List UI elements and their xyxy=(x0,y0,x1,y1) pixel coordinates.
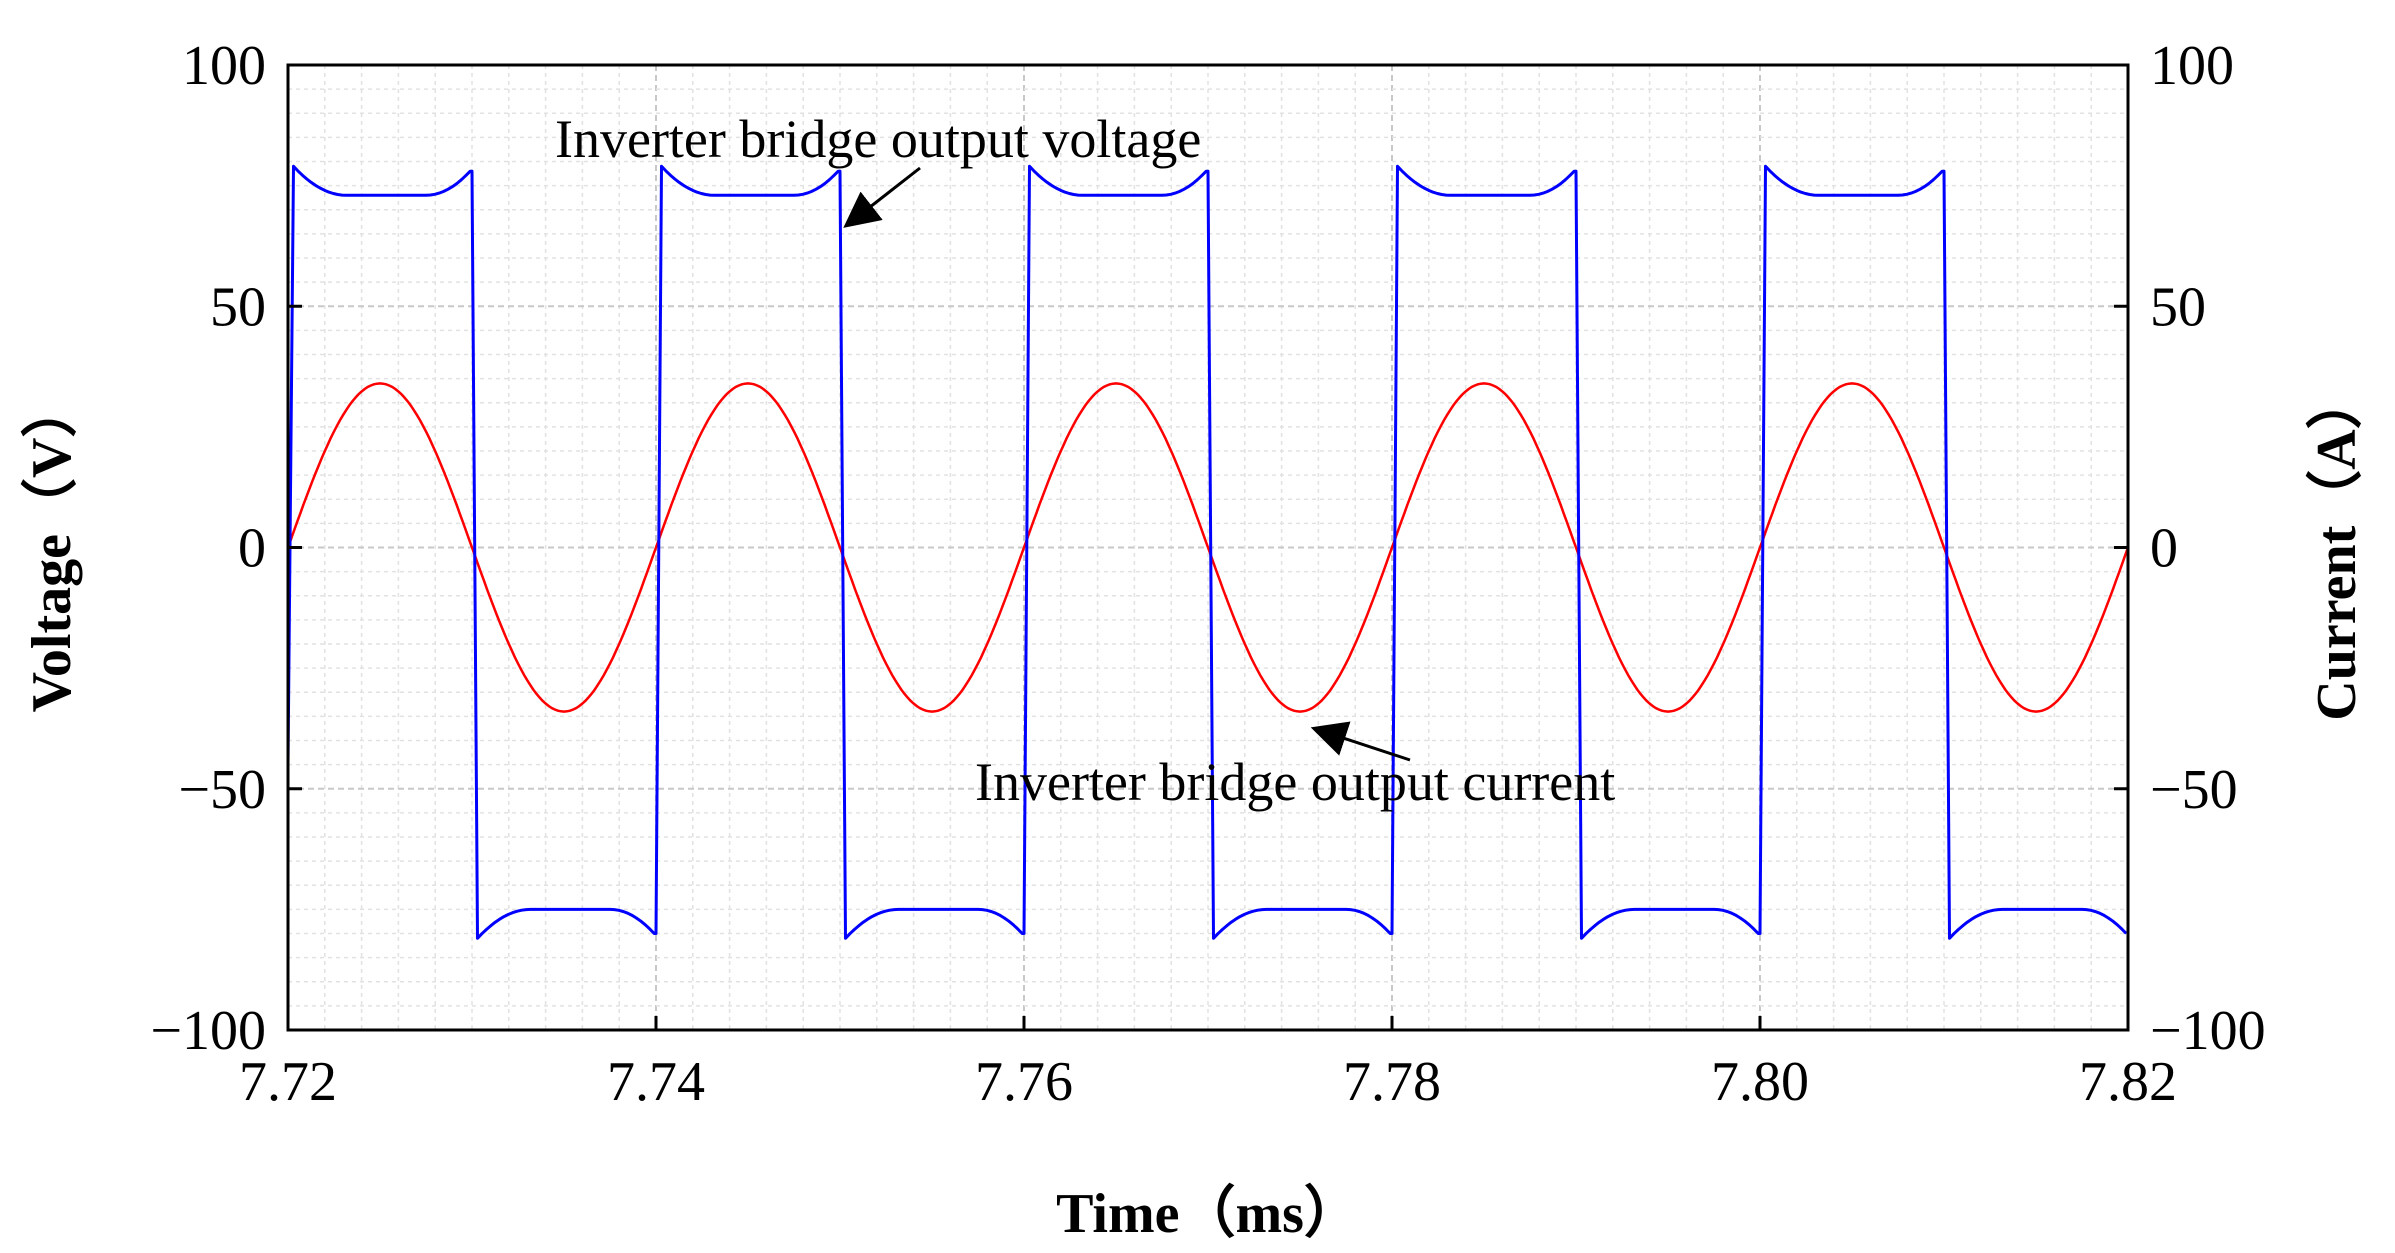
right-axis-title: Current（A） xyxy=(2305,373,2368,720)
left-axis-title: Voltage（V） xyxy=(20,382,83,713)
y-left-tick-label: −100 xyxy=(150,1000,266,1062)
ticks xyxy=(286,63,2130,1032)
x-tick-label: 7.78 xyxy=(1343,1051,1441,1113)
y-left-tick-label: 0 xyxy=(238,518,266,580)
y-left-tick-label: 100 xyxy=(182,35,266,97)
x-tick-label: 7.82 xyxy=(2079,1051,2177,1113)
y-right-tick-label: −50 xyxy=(2150,759,2238,821)
y-right-tick-label: 50 xyxy=(2150,276,2206,338)
current-series-line xyxy=(286,382,2130,713)
annotation-current-arrow xyxy=(1310,721,1411,762)
tick-labels: 7.72 7.74 7.76 7.78 7.80 7.82 100 100 50 50 0 0 −50 −… xyxy=(150,35,2265,1113)
y-left-tick-label: −50 xyxy=(178,759,266,821)
voltage-series-line xyxy=(286,164,2128,940)
x-tick-label: 7.80 xyxy=(1711,1051,1809,1113)
y-right-tick-label: 100 xyxy=(2150,35,2234,97)
annotation-current-label: Inverter bridge output current xyxy=(975,752,1615,812)
y-left-tick-label: 50 xyxy=(210,276,266,338)
annotation-voltage-label: Inverter bridge output voltage xyxy=(555,109,1201,169)
y-right-tick-label: 0 xyxy=(2150,518,2178,580)
series-layer xyxy=(286,164,2130,940)
x-axis-title: Time（ms） xyxy=(1056,1182,1360,1245)
annotations: Inverter bridge output voltage Inverter b… xyxy=(555,109,1615,812)
x-tick-label: 7.74 xyxy=(607,1051,705,1113)
x-tick-label: 7.72 xyxy=(239,1051,337,1113)
annotation-voltage-arrow xyxy=(843,166,921,228)
y-right-tick-label: −100 xyxy=(2150,1000,2266,1062)
x-tick-label: 7.76 xyxy=(975,1051,1073,1113)
